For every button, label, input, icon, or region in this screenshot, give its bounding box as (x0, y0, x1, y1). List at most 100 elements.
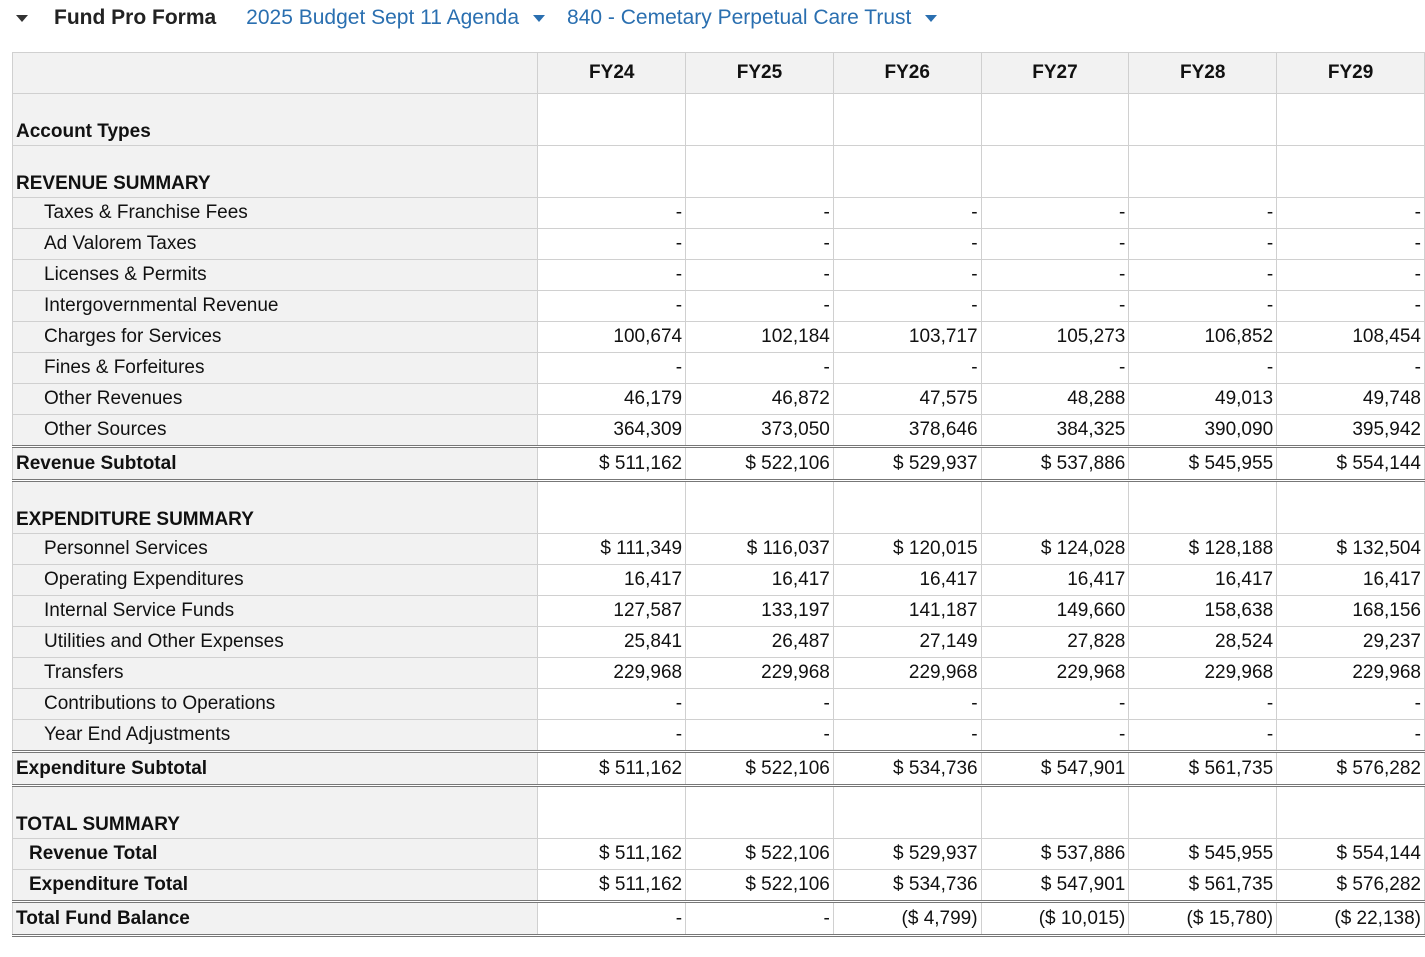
cell-value[interactable]: 27,828 (980, 626, 1130, 658)
cell-value[interactable]: - (685, 228, 834, 260)
cell-value[interactable]: - (832, 197, 982, 229)
cell-value[interactable]: - (1128, 290, 1278, 322)
cell-value[interactable]: - (1276, 228, 1425, 260)
cell-value[interactable] (832, 480, 982, 534)
cell-value[interactable] (1276, 480, 1425, 534)
cell-value[interactable]: 105,273 (980, 321, 1130, 353)
cell-value[interactable]: - (1128, 228, 1278, 260)
cell-value[interactable]: - (1128, 352, 1278, 384)
cell-value[interactable]: - (832, 290, 982, 322)
cell-value[interactable]: 141,187 (832, 595, 982, 627)
cell-value[interactable]: - (980, 228, 1130, 260)
cell-value[interactable]: - (980, 352, 1130, 384)
cell-value[interactable]: - (685, 290, 834, 322)
cell-value[interactable]: 229,968 (1276, 657, 1425, 689)
cell-value[interactable]: - (832, 688, 982, 720)
cell-value[interactable]: $ 522,106 (685, 838, 834, 870)
cell-value[interactable]: - (832, 228, 982, 260)
cell-value[interactable] (1276, 93, 1425, 146)
cell-value[interactable]: - (1276, 352, 1425, 384)
cell-value[interactable] (980, 93, 1130, 146)
cell-value[interactable]: 100,674 (537, 321, 687, 353)
cell-value[interactable]: 149,660 (980, 595, 1130, 627)
cell-value[interactable]: $ 511,162 (537, 750, 687, 787)
cell-value[interactable]: - (537, 352, 687, 384)
cell-value[interactable]: 46,179 (537, 383, 687, 415)
cell-value[interactable]: $ 561,735 (1128, 750, 1278, 787)
cell-value[interactable] (1128, 785, 1278, 839)
cell-value[interactable]: 229,968 (980, 657, 1130, 689)
cell-value[interactable]: - (685, 900, 834, 937)
cell-value[interactable] (832, 145, 982, 198)
cell-value[interactable]: - (1128, 688, 1278, 720)
cell-value[interactable]: $ 529,937 (832, 838, 982, 870)
cell-value[interactable]: $ 576,282 (1276, 869, 1425, 902)
cell-value[interactable]: - (685, 352, 834, 384)
cell-value[interactable]: $ 132,504 (1276, 533, 1425, 565)
cell-value[interactable] (980, 785, 1130, 839)
cell-value[interactable] (685, 93, 834, 146)
cell-value[interactable]: - (832, 259, 982, 291)
cell-value[interactable]: - (537, 900, 687, 937)
cell-value[interactable]: 158,638 (1128, 595, 1278, 627)
budget-selector[interactable]: 2025 Budget Sept 11 Agenda (246, 6, 546, 30)
cell-value[interactable]: $ 128,188 (1128, 533, 1278, 565)
cell-value[interactable]: - (980, 688, 1130, 720)
cell-value[interactable]: - (832, 719, 982, 752)
cell-value[interactable]: $ 547,901 (980, 869, 1130, 902)
cell-value[interactable]: ($ 15,780) (1128, 900, 1278, 937)
cell-value[interactable]: - (685, 688, 834, 720)
cell-value[interactable]: $ 534,736 (832, 869, 982, 902)
cell-value[interactable] (1276, 785, 1425, 839)
cell-value[interactable]: - (1276, 259, 1425, 291)
cell-value[interactable]: $ 522,106 (685, 869, 834, 902)
cell-value[interactable]: $ 561,735 (1128, 869, 1278, 902)
cell-value[interactable]: - (980, 719, 1130, 752)
cell-value[interactable]: - (685, 719, 834, 752)
cell-value[interactable]: 378,646 (832, 414, 982, 447)
cell-value[interactable] (1276, 145, 1425, 198)
cell-value[interactable]: $ 554,144 (1276, 838, 1425, 870)
cell-value[interactable]: $ 522,106 (685, 445, 834, 482)
cell-value[interactable]: $ 545,955 (1128, 445, 1278, 482)
cell-value[interactable]: ($ 10,015) (980, 900, 1130, 937)
cell-value[interactable]: - (832, 352, 982, 384)
cell-value[interactable] (1128, 145, 1278, 198)
cell-value[interactable]: 27,149 (832, 626, 982, 658)
cell-value[interactable]: 229,968 (1128, 657, 1278, 689)
cell-value[interactable]: $ 120,015 (832, 533, 982, 565)
cell-value[interactable]: 48,288 (980, 383, 1130, 415)
cell-value[interactable] (685, 145, 834, 198)
cell-value[interactable]: 103,717 (832, 321, 982, 353)
cell-value[interactable]: 28,524 (1128, 626, 1278, 658)
cell-value[interactable]: $ 511,162 (537, 869, 687, 902)
cell-value[interactable]: 16,417 (685, 564, 834, 596)
cell-value[interactable]: 25,841 (537, 626, 687, 658)
cell-value[interactable]: ($ 4,799) (832, 900, 982, 937)
cell-value[interactable]: - (1276, 719, 1425, 752)
cell-value[interactable]: $ 511,162 (537, 445, 687, 482)
cell-value[interactable]: 229,968 (537, 657, 687, 689)
cell-value[interactable]: $ 529,937 (832, 445, 982, 482)
cell-value[interactable]: - (685, 259, 834, 291)
cell-value[interactable] (685, 785, 834, 839)
cell-value[interactable]: $ 111,349 (537, 533, 687, 565)
cell-value[interactable]: 49,748 (1276, 383, 1425, 415)
cell-value[interactable]: 127,587 (537, 595, 687, 627)
cell-value[interactable]: 133,197 (685, 595, 834, 627)
cell-value[interactable] (832, 785, 982, 839)
cell-value[interactable] (537, 145, 687, 198)
cell-value[interactable]: ($ 22,138) (1276, 900, 1425, 937)
cell-value[interactable]: 108,454 (1276, 321, 1425, 353)
cell-value[interactable]: 16,417 (1128, 564, 1278, 596)
cell-value[interactable]: - (537, 719, 687, 752)
cell-value[interactable]: 16,417 (832, 564, 982, 596)
cell-value[interactable]: - (1276, 290, 1425, 322)
cell-value[interactable]: 49,013 (1128, 383, 1278, 415)
cell-value[interactable]: 106,852 (1128, 321, 1278, 353)
cell-value[interactable]: 364,309 (537, 414, 687, 447)
cell-value[interactable]: $ 554,144 (1276, 445, 1425, 482)
cell-value[interactable]: - (537, 259, 687, 291)
cell-value[interactable]: 16,417 (980, 564, 1130, 596)
cell-value[interactable]: - (1128, 259, 1278, 291)
